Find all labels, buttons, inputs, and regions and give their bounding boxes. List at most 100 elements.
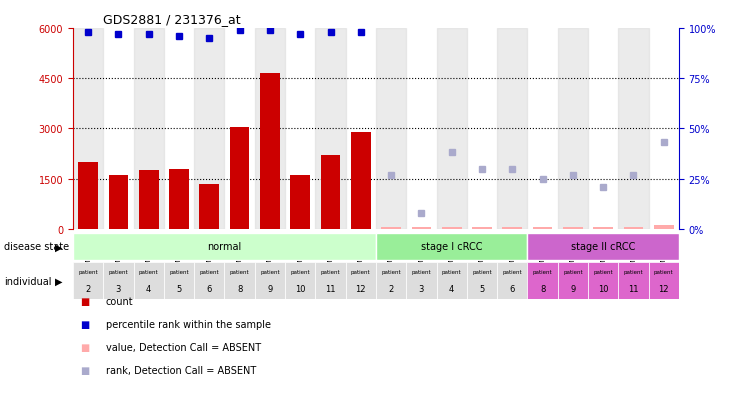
Text: patient: patient — [623, 269, 643, 274]
Bar — [502, 228, 522, 229]
Bar — [467, 262, 497, 299]
Bar — [194, 262, 225, 299]
Bar — [230, 127, 250, 229]
Bar — [649, 262, 679, 299]
Text: 5: 5 — [177, 285, 182, 294]
Text: 4: 4 — [449, 285, 454, 294]
Text: patient: patient — [139, 269, 158, 274]
Text: patient: patient — [230, 269, 250, 274]
Bar — [104, 262, 134, 299]
Bar — [194, 29, 225, 229]
Text: patient: patient — [563, 269, 583, 274]
Text: patient: patient — [412, 269, 431, 274]
Bar — [437, 29, 467, 229]
Text: ■: ■ — [80, 319, 90, 329]
Text: patient: patient — [533, 269, 553, 274]
Text: normal: normal — [207, 242, 242, 252]
Bar — [437, 262, 467, 299]
Text: ▶: ▶ — [55, 276, 62, 286]
Text: ■: ■ — [80, 297, 90, 306]
Bar — [285, 262, 315, 299]
Bar — [315, 29, 346, 229]
Bar — [497, 29, 528, 229]
Bar — [376, 233, 528, 260]
Text: 5: 5 — [480, 285, 485, 294]
Text: disease state: disease state — [4, 242, 69, 252]
Bar — [654, 226, 674, 229]
Bar — [73, 29, 104, 229]
Bar — [533, 228, 553, 229]
Bar — [563, 228, 583, 229]
Text: 9: 9 — [267, 285, 272, 294]
Bar — [376, 262, 407, 299]
Text: 12: 12 — [658, 285, 669, 294]
Text: patient: patient — [320, 269, 340, 274]
Text: patient: patient — [78, 269, 98, 274]
Bar — [593, 228, 613, 229]
Text: ■: ■ — [80, 342, 90, 352]
Text: ■: ■ — [80, 365, 90, 375]
Text: 8: 8 — [237, 285, 242, 294]
Text: rank, Detection Call = ABSENT: rank, Detection Call = ABSENT — [106, 365, 256, 375]
Text: individual: individual — [4, 276, 51, 286]
Text: 2: 2 — [388, 285, 393, 294]
Bar — [618, 262, 649, 299]
Bar — [134, 29, 164, 229]
Bar — [134, 262, 164, 299]
Bar — [260, 74, 280, 229]
Bar — [558, 29, 588, 229]
Bar — [442, 228, 461, 229]
Text: 8: 8 — [540, 285, 545, 294]
Bar — [109, 176, 128, 229]
Text: 11: 11 — [629, 285, 639, 294]
Bar — [558, 262, 588, 299]
Bar — [351, 133, 371, 229]
Text: patient: patient — [654, 269, 674, 274]
Text: 9: 9 — [570, 285, 575, 294]
Bar — [73, 262, 104, 299]
Bar — [315, 262, 346, 299]
Bar — [528, 233, 679, 260]
Bar — [320, 156, 340, 229]
Text: GDS2881 / 231376_at: GDS2881 / 231376_at — [104, 13, 241, 26]
Bar — [255, 262, 285, 299]
Bar — [225, 262, 255, 299]
Text: 6: 6 — [510, 285, 515, 294]
Bar — [139, 171, 158, 229]
Text: patient: patient — [169, 269, 189, 274]
Text: patient: patient — [260, 269, 280, 274]
Text: patient: patient — [109, 269, 128, 274]
Bar — [78, 162, 98, 229]
Text: ▶: ▶ — [55, 242, 62, 252]
Text: patient: patient — [593, 269, 613, 274]
Text: patient: patient — [351, 269, 371, 274]
Text: 12: 12 — [356, 285, 366, 294]
Text: 10: 10 — [598, 285, 608, 294]
Text: 3: 3 — [116, 285, 121, 294]
Bar — [376, 29, 407, 229]
Bar — [618, 29, 649, 229]
Bar — [588, 262, 618, 299]
Bar — [472, 228, 492, 229]
Text: patient: patient — [472, 269, 492, 274]
Bar — [497, 262, 528, 299]
Text: patient: patient — [442, 269, 461, 274]
Bar — [346, 262, 376, 299]
Bar — [528, 262, 558, 299]
Text: 3: 3 — [419, 285, 424, 294]
Text: patient: patient — [291, 269, 310, 274]
Text: patient: patient — [502, 269, 522, 274]
Bar — [255, 29, 285, 229]
Bar — [623, 228, 643, 229]
Text: 4: 4 — [146, 285, 151, 294]
Bar — [381, 228, 401, 229]
Text: patient: patient — [381, 269, 401, 274]
Text: percentile rank within the sample: percentile rank within the sample — [106, 319, 271, 329]
Bar — [169, 169, 189, 229]
Bar — [73, 233, 376, 260]
Text: 2: 2 — [85, 285, 91, 294]
Text: 10: 10 — [295, 285, 305, 294]
Bar — [291, 176, 310, 229]
Text: 11: 11 — [326, 285, 336, 294]
Text: stage I cRCC: stage I cRCC — [421, 242, 483, 252]
